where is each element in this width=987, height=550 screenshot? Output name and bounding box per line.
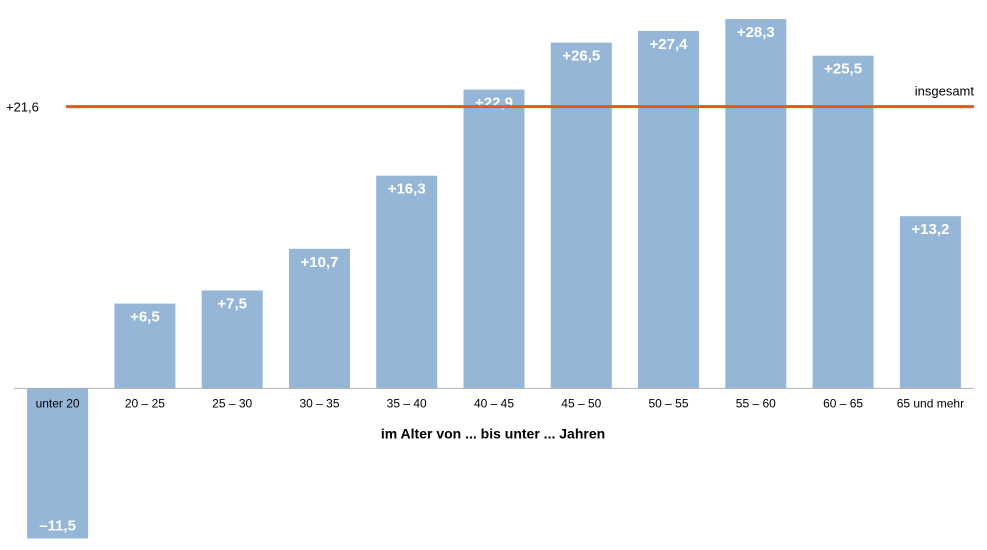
bars-group	[27, 19, 961, 539]
bar	[289, 248, 350, 389]
x-axis-title: im Alter von ... bis unter ... Jahren	[381, 425, 605, 441]
x-tick-label: 50 – 55	[648, 396, 688, 410]
bar-value-label: +16,3	[388, 181, 426, 198]
bar	[463, 89, 525, 389]
bar-value-label: –11,5	[39, 518, 76, 535]
bar-value-label: +7,5	[217, 296, 247, 313]
bar-value-label: +6,5	[130, 309, 160, 326]
bar	[114, 303, 176, 389]
x-tick-label: 55 – 60	[736, 396, 776, 410]
x-tick-label: 30 – 35	[299, 396, 339, 410]
bar-value-label: +22,9	[475, 95, 513, 112]
reference-line-name-label: insgesamt	[915, 84, 975, 99]
reference-line-value-label: +21,6	[6, 100, 39, 115]
x-tick-label: 60 – 65	[823, 396, 863, 410]
bar	[725, 19, 787, 389]
x-tick-label: 65 und mehr	[897, 396, 964, 410]
x-tick-label: 35 – 40	[387, 396, 427, 410]
bar-value-label: +27,4	[650, 36, 689, 53]
x-tick-labels: unter 20 20 – 25 25 – 30 30 – 35 35 – 40 40 –…	[36, 396, 965, 410]
x-tick-label: 20 – 25	[125, 396, 165, 410]
bar	[201, 290, 263, 389]
data-labels: –11,5 +6,5 +7,5 +10,7 +16,3 +22,9 +26,5 +27,4 +2…	[39, 24, 949, 534]
bar-value-label: +13,2	[911, 221, 949, 238]
bar	[812, 55, 874, 389]
bar-value-label: +25,5	[824, 61, 862, 78]
x-tick-label: unter 20	[36, 396, 80, 410]
x-tick-label: 40 – 45	[474, 396, 514, 410]
bar	[638, 30, 699, 389]
x-tick-label: 25 – 30	[212, 396, 252, 410]
bar-value-label: +26,5	[562, 48, 600, 65]
x-tick-label: 45 – 50	[561, 396, 601, 410]
bar	[899, 216, 961, 389]
bar	[376, 175, 438, 389]
bar-value-label: +28,3	[737, 24, 775, 41]
bar	[27, 388, 89, 539]
bar-value-label: +10,7	[301, 254, 339, 271]
bar	[550, 42, 612, 389]
